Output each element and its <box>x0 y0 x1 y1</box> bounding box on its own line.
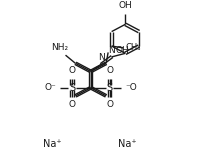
Text: O: O <box>69 66 75 75</box>
Text: ⁻O: ⁻O <box>125 83 137 92</box>
Text: S: S <box>106 83 113 93</box>
Text: Na⁺: Na⁺ <box>43 139 62 149</box>
Text: OH: OH <box>115 46 129 55</box>
Text: N: N <box>98 53 105 62</box>
Text: OH: OH <box>119 1 132 10</box>
Text: S: S <box>69 83 75 93</box>
Text: Na⁺: Na⁺ <box>118 139 137 149</box>
Text: N: N <box>108 46 115 55</box>
Text: O: O <box>106 100 113 109</box>
Text: O: O <box>106 66 113 75</box>
Text: O: O <box>69 100 75 109</box>
Text: CH₃: CH₃ <box>125 43 141 52</box>
Text: NH₂: NH₂ <box>51 43 68 52</box>
Text: O⁻: O⁻ <box>45 83 56 92</box>
